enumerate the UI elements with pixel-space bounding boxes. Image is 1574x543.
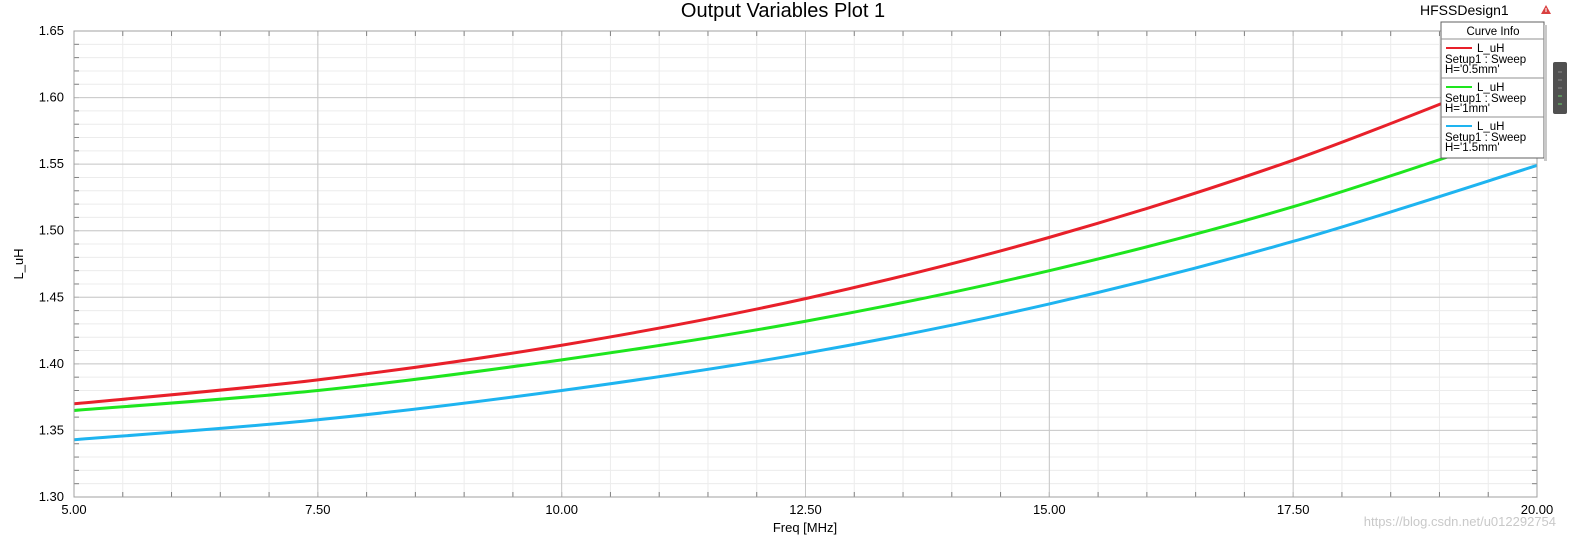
side-scroll-handle[interactable] bbox=[1553, 62, 1567, 114]
legend-entry-param: H='0.5mm' bbox=[1445, 64, 1500, 76]
y-tick-label: 1.40 bbox=[39, 356, 64, 371]
x-tick-label: 5.00 bbox=[61, 502, 86, 517]
series-line-3[interactable] bbox=[74, 164, 1537, 442]
legend-entry-param: H='1.5mm' bbox=[1445, 142, 1500, 154]
legend-entry-setup: Setup1 : Sweep bbox=[1445, 54, 1526, 66]
legend-box bbox=[1440, 21, 1545, 159]
series-layer bbox=[74, 64, 1537, 442]
legend-shadow bbox=[1544, 25, 1547, 161]
grid bbox=[73, 30, 1538, 498]
legend-entry-name: L_uH bbox=[1477, 121, 1505, 133]
y-axis-label: L_uH bbox=[11, 248, 26, 279]
chart-title: Output Variables Plot 1 bbox=[681, 0, 885, 22]
y-tick-label: 1.30 bbox=[39, 489, 64, 504]
y-tick-label: 1.65 bbox=[39, 23, 64, 38]
x-tick-label: 17.50 bbox=[1277, 502, 1310, 517]
y-tick-label: 1.60 bbox=[39, 90, 64, 105]
x-tick-label: 12.50 bbox=[789, 502, 822, 517]
legend-entry-name: L_uH bbox=[1477, 43, 1505, 55]
y-tick-label: 1.45 bbox=[39, 289, 64, 304]
plot-frame bbox=[73, 30, 1538, 498]
x-tick-label: 15.00 bbox=[1033, 502, 1066, 517]
warning-icon[interactable] bbox=[1541, 5, 1551, 14]
tick-labels: 5.00 7.50 10.00 12.50 15.00 17.50 20.00 1.30 1.3… bbox=[39, 23, 1554, 517]
legend-entry-name: L_uH bbox=[1477, 82, 1505, 94]
y-tick-label: 1.35 bbox=[39, 422, 64, 437]
legend-entry-setup: Setup1 : Sweep bbox=[1445, 93, 1526, 105]
series-line-2[interactable] bbox=[74, 125, 1537, 412]
legend-entry-param: H='1mm' bbox=[1445, 103, 1490, 115]
x-tick-label: 7.50 bbox=[305, 502, 330, 517]
legend-title: Curve Info bbox=[1466, 26, 1519, 38]
y-tick-label: 1.55 bbox=[39, 156, 64, 171]
x-tick-label: 20.00 bbox=[1521, 502, 1554, 517]
x-axis-label: Freq [MHz] bbox=[773, 520, 837, 535]
watermark-text: https://blog.csdn.net/u012292754 bbox=[1364, 514, 1556, 529]
plot-area[interactable] bbox=[73, 30, 1538, 498]
y-tick-label: 1.50 bbox=[39, 223, 64, 238]
legend-entry-setup: Setup1 : Sweep bbox=[1445, 132, 1526, 144]
x-tick-label: 10.00 bbox=[545, 502, 578, 517]
series-line-1[interactable] bbox=[74, 64, 1537, 406]
design-name: HFSSDesign1 bbox=[1420, 2, 1509, 18]
